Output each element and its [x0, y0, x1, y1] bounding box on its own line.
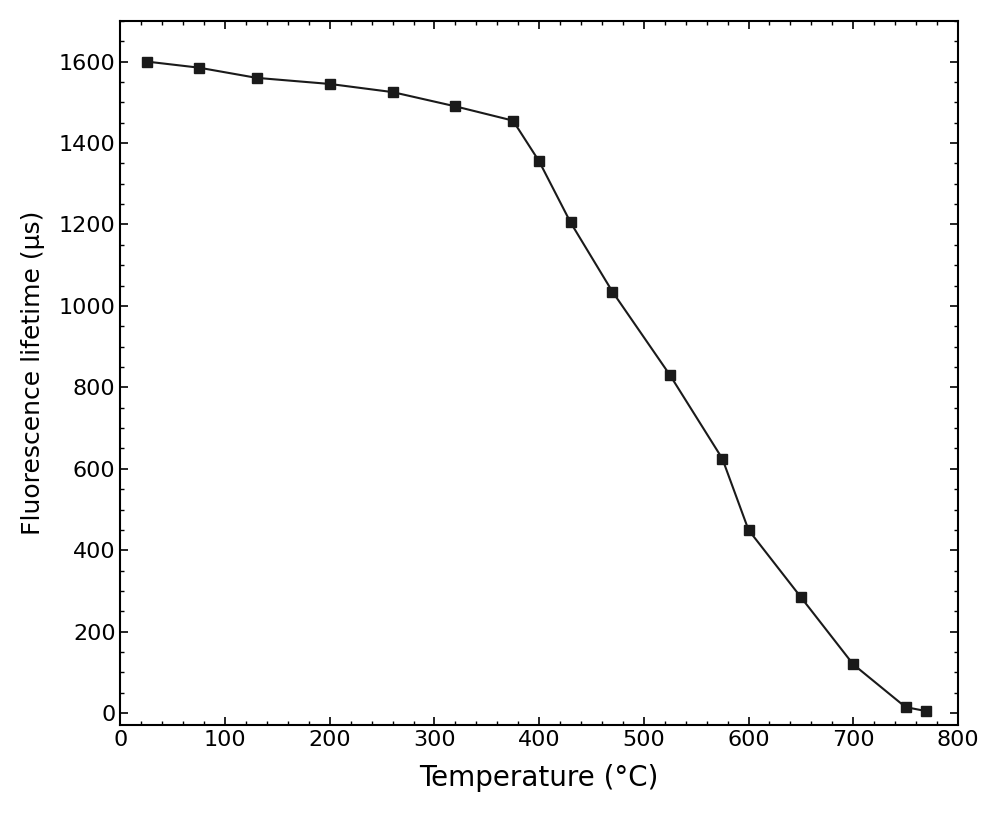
- Y-axis label: Fluorescence lifetime (μs): Fluorescence lifetime (μs): [21, 211, 45, 535]
- X-axis label: Temperature (°C): Temperature (°C): [419, 764, 659, 792]
